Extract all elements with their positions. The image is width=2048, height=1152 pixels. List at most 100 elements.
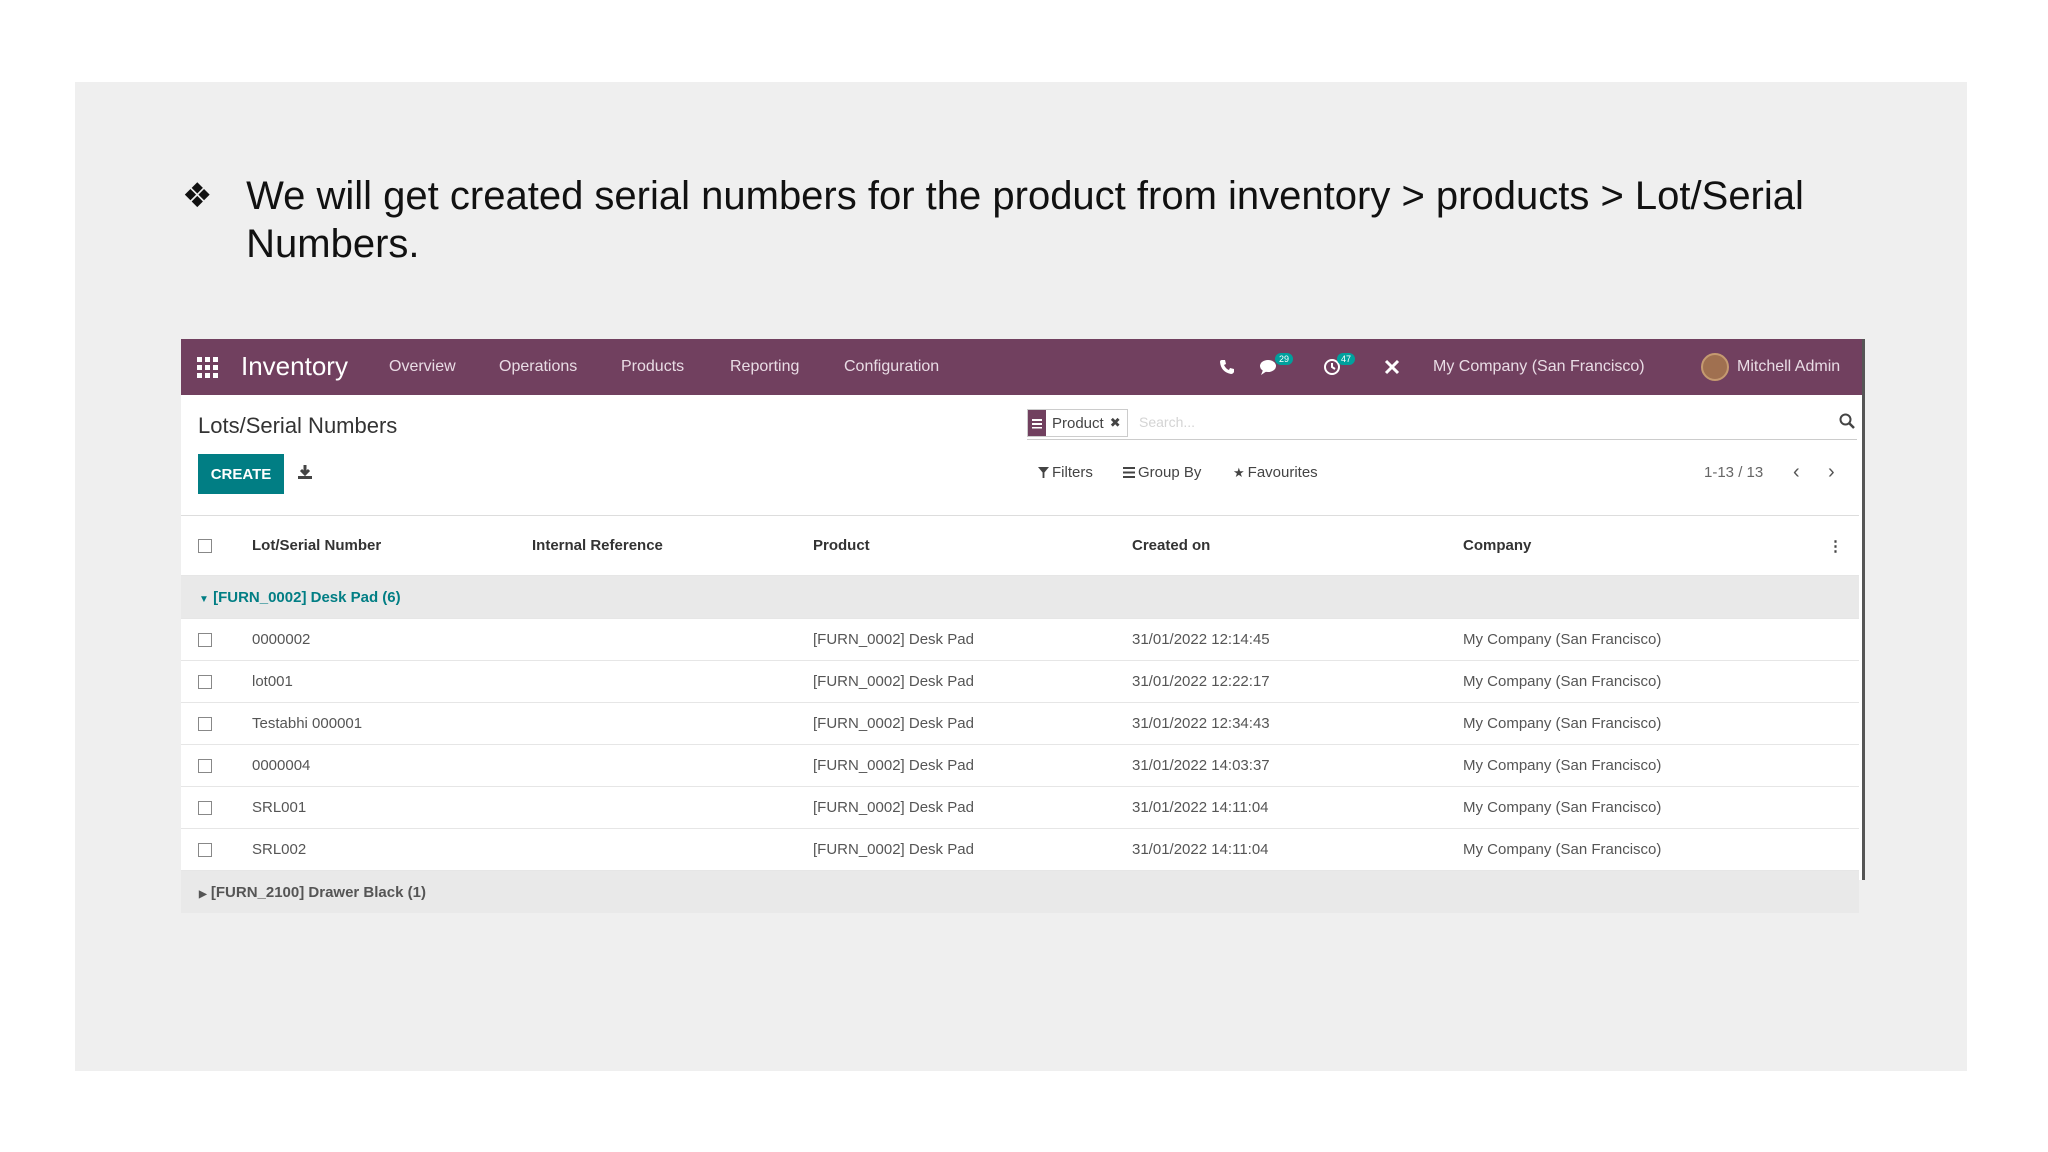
select-all-cell <box>181 515 251 576</box>
page-title: Lots/Serial Numbers <box>198 413 398 438</box>
lots-list: Lot/Serial Number Internal Reference Pro… <box>181 515 1859 913</box>
filters-label: Filters <box>1052 464 1093 481</box>
lot-cell: 0000002 <box>251 618 531 661</box>
slide-bullet-text: We will get created serial numbers for t… <box>246 174 1804 266</box>
debug-tools-icon[interactable] <box>1383 339 1401 395</box>
product-cell: [FURN_0002] Desk Pad <box>812 702 1131 745</box>
group-by-button[interactable]: Group By <box>1123 464 1201 481</box>
bullet-diamond-icon: ❖ <box>182 176 213 216</box>
created-cell: 31/01/2022 12:14:45 <box>1131 618 1462 661</box>
row-checkbox[interactable] <box>198 801 212 816</box>
slide-bullet: ❖ We will get created serial numbers for… <box>182 172 1842 268</box>
app-title[interactable]: Inventory <box>241 351 348 381</box>
optional-columns-icon[interactable]: ⋮ <box>1827 515 1859 576</box>
column-header-lot[interactable]: Lot/Serial Number <box>251 515 531 576</box>
ref-cell <box>531 660 812 703</box>
create-button[interactable]: CREATE <box>198 454 284 494</box>
created-cell: 31/01/2022 14:11:04 <box>1131 828 1462 871</box>
search-bar: Product ✖ <box>1027 407 1857 440</box>
phone-icon[interactable] <box>1219 339 1235 395</box>
group-label: [FURN_2100] Drawer Black (1) <box>210 883 426 901</box>
company-switcher[interactable]: My Company (San Francisco) <box>1433 358 1645 375</box>
list-header: Lot/Serial Number Internal Reference Pro… <box>181 515 1859 576</box>
row-checkbox[interactable] <box>198 675 212 690</box>
group-row-desk-pad[interactable]: ▼ [FURN_0002] Desk Pad (6) <box>181 575 1859 619</box>
search-facet-product[interactable]: Product ✖ <box>1027 409 1128 437</box>
created-cell: 31/01/2022 14:03:37 <box>1131 744 1462 787</box>
ref-cell <box>531 786 812 829</box>
ref-cell <box>531 702 812 745</box>
lot-cell: SRL001 <box>251 786 531 829</box>
caret-down-icon: ▼ <box>199 593 209 605</box>
created-cell: 31/01/2022 14:11:04 <box>1131 786 1462 829</box>
search-input[interactable] <box>1137 413 1741 431</box>
group-label: [FURN_0002] Desk Pad (6) <box>213 588 401 606</box>
lot-cell: lot001 <box>251 660 531 703</box>
lot-cell: Testabhi 000001 <box>251 702 531 745</box>
facet-remove-icon[interactable]: ✖ <box>1109 415 1121 430</box>
product-cell: [FURN_0002] Desk Pad <box>812 828 1131 871</box>
filters-button[interactable]: Filters <box>1038 464 1093 481</box>
star-icon: ★ <box>1233 464 1245 480</box>
table-row[interactable]: Testabhi 000001 [FURN_0002] Desk Pad 31/… <box>181 702 1859 745</box>
messages-badge: 29 <box>1275 353 1294 365</box>
facet-label: Product <box>1052 414 1104 432</box>
row-checkbox[interactable] <box>198 633 212 648</box>
product-cell: [FURN_0002] Desk Pad <box>812 744 1131 787</box>
nav-reporting[interactable]: Reporting <box>730 358 800 375</box>
caret-right-icon: ▶ <box>199 888 207 900</box>
company-cell: My Company (San Francisco) <box>1462 786 1827 829</box>
group-by-icon <box>1123 467 1135 478</box>
nav-operations[interactable]: Operations <box>499 358 578 375</box>
nav-configuration[interactable]: Configuration <box>844 358 940 375</box>
odoo-screenshot: Inventory Overview Operations Products R… <box>181 339 1865 913</box>
company-cell: My Company (San Francisco) <box>1462 744 1827 787</box>
chat-icon <box>1260 360 1276 375</box>
product-cell: [FURN_0002] Desk Pad <box>812 618 1131 661</box>
table-row[interactable]: lot001 [FURN_0002] Desk Pad 31/01/2022 1… <box>181 660 1859 703</box>
created-cell: 31/01/2022 12:22:17 <box>1131 660 1462 703</box>
company-cell: My Company (San Francisco) <box>1462 828 1827 871</box>
table-row[interactable]: SRL002 [FURN_0002] Desk Pad 31/01/2022 1… <box>181 828 1859 871</box>
table-row[interactable]: SRL001 [FURN_0002] Desk Pad 31/01/2022 1… <box>181 786 1859 829</box>
user-avatar[interactable] <box>1701 339 1729 395</box>
row-checkbox[interactable] <box>198 843 212 858</box>
select-all-checkbox[interactable] <box>198 539 212 554</box>
pager-previous-icon[interactable]: ‹ <box>1793 461 1800 483</box>
column-header-created[interactable]: Created on <box>1131 515 1462 576</box>
company-cell: My Company (San Francisco) <box>1462 660 1827 703</box>
table-row[interactable]: 0000002 [FURN_0002] Desk Pad 31/01/2022 … <box>181 618 1859 661</box>
favourites-label: Favourites <box>1247 464 1318 481</box>
product-cell: [FURN_0002] Desk Pad <box>812 786 1131 829</box>
user-menu[interactable]: Mitchell Admin <box>1737 358 1841 375</box>
download-icon[interactable] <box>296 463 314 486</box>
company-cell: My Company (San Francisco) <box>1462 702 1827 745</box>
column-header-product[interactable]: Product <box>812 515 1131 576</box>
row-checkbox[interactable] <box>198 759 212 774</box>
filter-icon <box>1038 467 1049 478</box>
nav-overview[interactable]: Overview <box>389 358 456 375</box>
column-header-company[interactable]: Company <box>1462 515 1827 576</box>
pager-next-icon[interactable]: › <box>1828 461 1835 483</box>
group-by-facet-icon <box>1028 410 1046 436</box>
created-cell: 31/01/2022 12:34:43 <box>1131 702 1462 745</box>
group-row-drawer-black[interactable]: ▶ [FURN_2100] Drawer Black (1) <box>181 870 1859 913</box>
nav-products[interactable]: Products <box>621 358 685 375</box>
pager-value[interactable]: 1-13 / 13 <box>1704 464 1764 481</box>
column-header-internal-ref[interactable]: Internal Reference <box>531 515 812 576</box>
messages-button[interactable]: 29 <box>1259 339 1297 395</box>
row-checkbox[interactable] <box>198 717 212 732</box>
favourites-button[interactable]: ★ Favourites <box>1233 464 1318 481</box>
top-navbar: Inventory Overview Operations Products R… <box>181 339 1862 395</box>
product-cell: [FURN_0002] Desk Pad <box>812 660 1131 703</box>
ref-cell <box>531 744 812 787</box>
clock-icon <box>1324 359 1340 375</box>
activities-button[interactable]: 47 <box>1323 339 1359 395</box>
activities-badge: 47 <box>1337 353 1356 365</box>
lot-cell: 0000004 <box>251 744 531 787</box>
apps-menu-icon[interactable] <box>197 357 218 378</box>
search-icon[interactable] <box>1839 413 1855 434</box>
table-row[interactable]: 0000004 [FURN_0002] Desk Pad 31/01/2022 … <box>181 744 1859 787</box>
group-by-label: Group By <box>1138 464 1202 481</box>
avatar <box>1701 353 1729 381</box>
